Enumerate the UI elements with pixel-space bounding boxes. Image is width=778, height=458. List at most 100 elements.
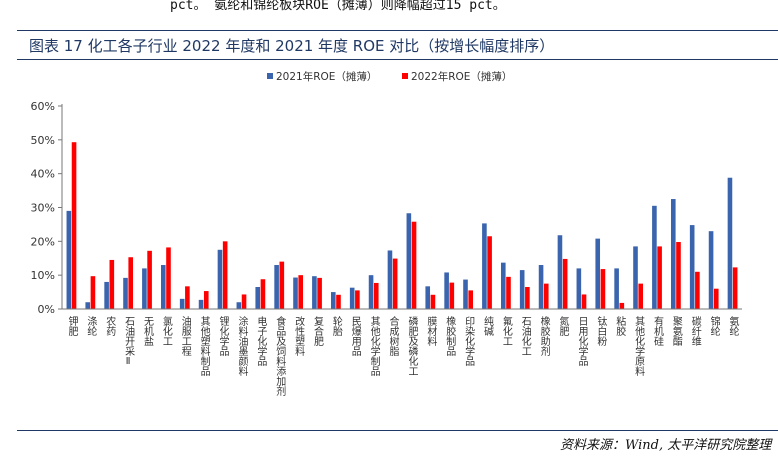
source-note: 资料来源：Wind, 太平洋研究院整理 (560, 438, 772, 453)
bar-2021 (368, 275, 374, 309)
x-tick-label: 日用化学品 (576, 316, 588, 367)
bar-2022 (619, 302, 625, 309)
x-tick-label: 钛白粉 (595, 316, 607, 347)
x-tick-label: 氯化工 (160, 315, 172, 346)
bar-2021 (500, 262, 506, 309)
top-overflow-text: pct。 氨纶和锦纶板块ROE（摊薄）则降幅超过15 pct。 (170, 0, 506, 13)
x-tick-label: 氟化工 (500, 315, 512, 346)
bar-2022 (147, 250, 152, 309)
bar-2021 (293, 277, 298, 309)
x-tick-label: 聚氨酯 (670, 316, 682, 346)
x-tick-label: 有机硅 (652, 315, 664, 346)
x-tick-label: 氨纶 (727, 315, 739, 336)
title-bar: 图表 17 化工各子行业 2022 年度和 2021 年度 ROE 对比（按增长… (17, 30, 778, 60)
bar-2022 (638, 283, 644, 309)
bar-chart: 2021年ROE（摊薄） 2022年ROE（摊薄） 0% 10% 20% 30% 40% 50… (31, 70, 742, 397)
bar-2021 (312, 276, 317, 309)
bar-2021 (142, 268, 147, 309)
legend-swatch-1 (267, 73, 273, 79)
bar-2021 (160, 265, 166, 309)
bar-2022 (543, 283, 549, 309)
bar-2022 (90, 276, 96, 309)
bar-2021 (689, 225, 695, 309)
bar-2022 (732, 267, 738, 309)
x-tick-label: 改性塑料 (293, 315, 305, 357)
x-tick-label: 石油化工 (519, 316, 531, 356)
bar-2021 (652, 205, 657, 309)
bar-2022 (185, 286, 190, 309)
bar-2022 (600, 269, 606, 309)
bar-2021 (444, 272, 449, 309)
bar-2021 (179, 298, 185, 309)
y-tick-label: 60% (31, 100, 55, 113)
bar-2021 (482, 223, 487, 309)
bar-2021 (274, 265, 279, 309)
bar-2022 (109, 259, 115, 309)
bar-2021 (519, 270, 525, 309)
bar-2022 (449, 282, 455, 309)
x-tick-label: 民爆用品 (349, 316, 361, 357)
bar-2021 (670, 199, 676, 309)
x-tick-label: 磷肥及磷化工 (406, 315, 418, 376)
bar-2022 (203, 291, 209, 309)
x-tick-label: 橡胶制品 (444, 315, 456, 357)
bar-2021 (708, 231, 714, 309)
x-tick-label: 膜材料 (425, 316, 437, 347)
bar-2022 (373, 282, 379, 309)
x-tick-label: 涂料油墨颜料 (236, 315, 248, 377)
bar-2021 (425, 286, 431, 309)
x-tick-label: 锦纶 (708, 315, 720, 336)
bar-2022 (317, 277, 322, 309)
bar-2022 (581, 294, 587, 309)
bar-2021 (595, 238, 601, 309)
bar-2022 (525, 287, 530, 309)
bar-2021 (557, 235, 563, 309)
x-tick-label: 其他塑料制品 (198, 316, 210, 377)
bar-2021 (463, 279, 468, 309)
x-tick-label: 合成树脂 (387, 315, 399, 357)
bar-2021 (727, 177, 733, 309)
bar-2021 (633, 246, 638, 309)
x-tick-label: 油服工程 (179, 315, 191, 356)
x-tick-label: 其他化学制品 (368, 316, 380, 377)
bar-2022 (695, 271, 700, 309)
bar-2022 (298, 275, 304, 309)
y-tick-label: 10% (31, 269, 55, 282)
bar-2022 (562, 258, 568, 309)
x-tick-label: 食品及饲料添加剂 (274, 315, 286, 397)
x-tick-label: 无机盐 (142, 316, 154, 346)
legend-swatch-2 (402, 73, 408, 79)
x-tick-label: 农药 (104, 315, 116, 337)
y-tick-label: 40% (31, 168, 55, 181)
x-tick-label: 轮胎 (330, 315, 342, 337)
bar-2021 (255, 287, 261, 309)
x-tick-label: 橡胶助剂 (538, 315, 550, 357)
bar-2021 (576, 268, 582, 309)
bar-2022 (487, 236, 492, 309)
bar-2021 (104, 281, 109, 309)
x-tick-label: 锂化学品 (217, 316, 229, 357)
x-tick-label: 印染化学品 (463, 316, 475, 367)
bar-2021 (387, 250, 393, 309)
bar-2021 (85, 302, 91, 309)
y-tick-label: 20% (31, 235, 55, 248)
x-tick-label: 其他化学原料 (633, 316, 645, 377)
bar-2021 (406, 213, 412, 309)
bar-2021 (330, 292, 336, 309)
bar-2022 (468, 290, 474, 309)
bar-2022 (355, 290, 360, 309)
bar-2022 (222, 241, 228, 309)
y-tick-label: 30% (31, 202, 55, 215)
x-tick-label: 碳纤维 (689, 315, 701, 346)
bar-2021 (217, 249, 223, 309)
legend-label-2: 2022年ROE（摊薄） (411, 70, 512, 83)
footer-divider (17, 430, 778, 431)
bar-2022 (279, 261, 285, 309)
bar-2022 (676, 242, 681, 309)
bar-2022 (71, 142, 77, 309)
x-tick-label: 石油开采Ⅱ (123, 316, 135, 367)
bar-2022 (241, 294, 247, 309)
bar-2022 (336, 294, 341, 309)
x-tick-label: 钾肥 (66, 315, 78, 337)
x-tick-label: 纯碱 (482, 315, 494, 337)
